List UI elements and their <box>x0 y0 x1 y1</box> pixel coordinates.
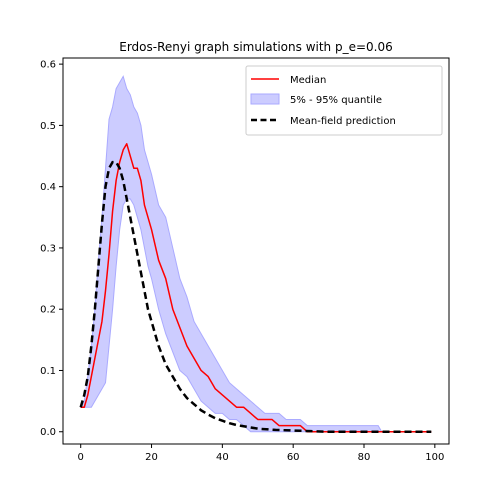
legend-band-label: 5% - 95% quantile <box>290 95 382 106</box>
plot-frame <box>62 57 450 445</box>
x-tick-label: 0 <box>78 452 84 463</box>
axes: 0 20 40 60 80 100 0.0 0.1 0.2 0.3 0.4 0.5 0.6 <box>40 57 450 463</box>
legend-meanfield-label: Mean-field prediction <box>290 116 396 127</box>
x-tick-label: 40 <box>216 452 229 463</box>
y-tick-label: 0.3 <box>40 243 56 254</box>
plot-area <box>79 75 432 433</box>
x-tick-label: 60 <box>287 452 300 463</box>
y-tick-label: 0.2 <box>40 305 56 316</box>
x-tick-label: 20 <box>145 452 158 463</box>
y-tick-label: 0.5 <box>40 121 56 132</box>
median-line <box>80 143 432 433</box>
legend-median-label: Median <box>290 75 326 86</box>
quantile-band <box>79 75 432 433</box>
x-tick-label: 80 <box>358 452 371 463</box>
y-tick-label: 0.1 <box>40 366 56 377</box>
legend-band-swatch <box>250 93 280 105</box>
y-tick-label: 0.6 <box>40 60 56 71</box>
y-tick-label: 0.0 <box>40 427 56 438</box>
meanfield-line <box>79 160 432 433</box>
legend-frame <box>245 65 443 136</box>
y-tick-label: 0.4 <box>40 182 56 193</box>
chart-title: Erdos-Renyi graph simulations with p_e=0… <box>119 40 393 54</box>
legend: Median 5% - 95% quantile Mean-field pred… <box>245 65 443 136</box>
x-tick-label: 100 <box>425 452 444 463</box>
